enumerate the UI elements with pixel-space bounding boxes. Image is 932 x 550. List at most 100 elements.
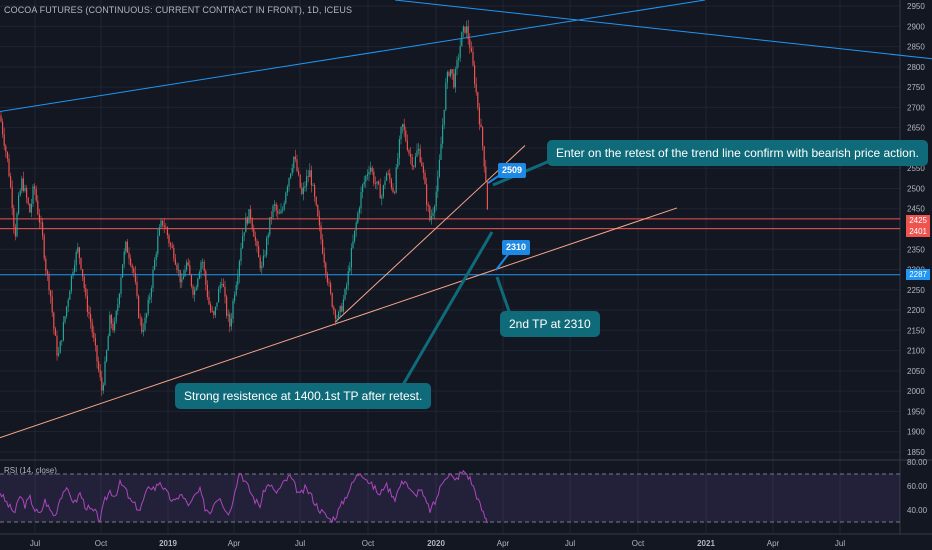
- candle-body: [424, 172, 426, 185]
- candle-body: [125, 241, 127, 252]
- candle-body: [299, 174, 301, 188]
- candle-body: [30, 203, 32, 213]
- x-axis-tick-label: Jul: [835, 539, 845, 548]
- candle-body: [342, 299, 344, 312]
- candle-body: [293, 156, 295, 168]
- tp2-callout: 2nd TP at 2310: [500, 311, 600, 337]
- candle-body: [350, 248, 352, 268]
- candle-body: [99, 369, 101, 378]
- candle-body: [240, 248, 242, 262]
- candle-body: [414, 156, 416, 167]
- candle-body: [16, 213, 18, 237]
- candle-body: [347, 271, 349, 286]
- candle-body: [408, 150, 410, 154]
- candle-body: [339, 306, 341, 313]
- candle-body: [442, 124, 444, 144]
- candle-body: [2, 121, 4, 135]
- axis-badge-2401: 2401: [906, 226, 930, 237]
- candle-body: [355, 222, 357, 231]
- y-axis-tick-label: 1900: [907, 428, 925, 437]
- candle-body: [67, 299, 69, 307]
- candle-body: [3, 134, 5, 146]
- candle-body: [397, 158, 399, 168]
- candle-body: [128, 252, 130, 259]
- resistance-callout-pointer: [398, 231, 494, 391]
- candle-body: [341, 306, 343, 312]
- candle-body: [22, 178, 24, 191]
- candle-body: [171, 245, 173, 248]
- candle-body: [104, 361, 106, 385]
- candle-body: [106, 350, 108, 362]
- candle-body: [418, 148, 420, 151]
- candle-body: [330, 283, 332, 294]
- chart-title: COCOA FUTURES (CONTINUOUS: CURRENT CONTR…: [4, 5, 353, 15]
- candle-body: [250, 209, 252, 219]
- candle-body: [134, 272, 136, 282]
- candle-body: [419, 148, 421, 163]
- candle-body: [373, 171, 375, 184]
- candle-body: [400, 127, 402, 140]
- candle-body: [320, 225, 322, 240]
- candle-body: [403, 124, 405, 131]
- candle-body: [248, 209, 250, 224]
- candle-body: [64, 316, 66, 323]
- candle-body: [269, 216, 271, 235]
- candle-body: [326, 273, 328, 283]
- candle-body: [381, 196, 383, 199]
- candle-body: [256, 240, 258, 247]
- x-axis-tick-label: Oct: [95, 539, 108, 548]
- candle-body: [277, 210, 279, 214]
- candle-body: [288, 178, 290, 187]
- candle-body: [274, 204, 276, 206]
- candle-body: [50, 290, 52, 297]
- candle-body: [170, 243, 172, 246]
- x-axis-tick-label: Apr: [228, 539, 241, 548]
- candle-body: [451, 69, 453, 74]
- rsi-axis-tick-label: 40.00: [907, 506, 928, 515]
- candle-body: [251, 218, 253, 229]
- candle-body: [354, 230, 356, 242]
- y-axis-tick-label: 2250: [907, 286, 925, 295]
- candle-body: [443, 109, 445, 125]
- candle-body: [142, 329, 144, 332]
- y-axis-tick-label: 2050: [907, 367, 925, 376]
- candle-body: [434, 206, 436, 213]
- candle-body: [267, 234, 269, 239]
- candle-body: [237, 276, 239, 286]
- candle-body: [147, 299, 149, 314]
- candle-body: [270, 216, 272, 218]
- rsi-axis-tick-label: 60.00: [907, 482, 928, 491]
- candle-body: [34, 186, 36, 189]
- resistance-callout: Strong resistence at 1400.1st TP after r…: [175, 383, 432, 409]
- candle-body: [485, 166, 487, 182]
- candle-body: [229, 314, 231, 327]
- candle-body: [480, 124, 482, 128]
- candle-body: [278, 213, 280, 215]
- entry-callout: Enter on the retest of the trend line co…: [547, 140, 928, 166]
- candle-body: [224, 286, 226, 297]
- candle-body: [459, 46, 461, 58]
- candle-body: [458, 57, 460, 61]
- candle-body: [208, 297, 210, 305]
- candle-body: [389, 173, 391, 180]
- candle-body: [238, 261, 240, 277]
- candle-body: [38, 214, 40, 223]
- y-axis-tick-label: 2700: [907, 103, 925, 112]
- candle-body: [304, 186, 306, 188]
- candle-body: [245, 217, 247, 233]
- x-axis-tick-label: Jul: [30, 539, 40, 548]
- candle-body: [158, 227, 160, 236]
- candle-body: [46, 270, 48, 274]
- candle-body: [114, 321, 116, 331]
- trend-line: [334, 145, 526, 323]
- price-badge-2509: 2509: [498, 163, 527, 178]
- candle-body: [98, 361, 100, 370]
- candle-body: [53, 312, 55, 329]
- candle-body: [421, 162, 423, 167]
- candle-body: [422, 166, 424, 173]
- candle-body: [222, 283, 224, 287]
- candle-body: [296, 159, 298, 172]
- candle-body: [426, 184, 428, 205]
- candle-body: [445, 82, 447, 110]
